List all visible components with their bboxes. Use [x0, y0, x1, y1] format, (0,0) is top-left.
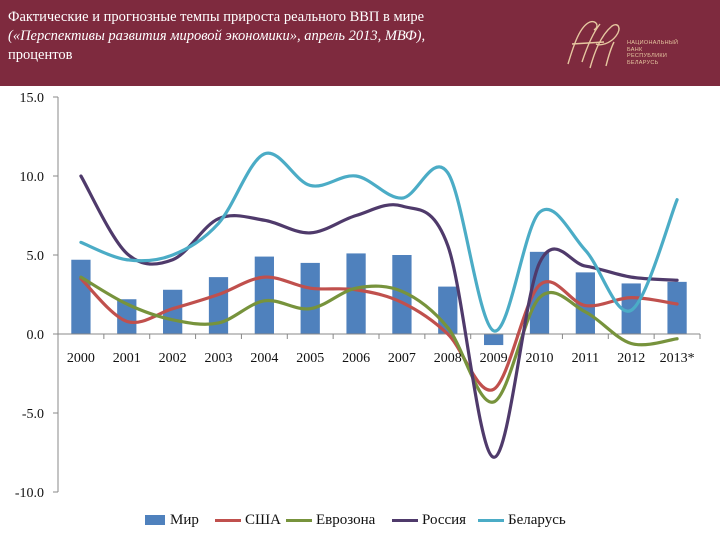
legend-swatch-eurozone	[286, 519, 312, 522]
legend-label-eurozone: Еврозона	[316, 512, 376, 528]
bar-mir	[254, 256, 274, 334]
title-line-1: Фактические и прогнозные темпы прироста …	[8, 9, 425, 25]
bar-mir	[346, 253, 366, 334]
chart-title: Фактические и прогнозные темпы прироста …	[8, 8, 548, 65]
y-tick-label: -5.0	[22, 407, 44, 422]
x-tick-label: 2009	[480, 351, 508, 366]
bar-mir	[117, 299, 137, 334]
line-russia	[79, 174, 679, 459]
y-tick-label: -10.0	[15, 486, 44, 501]
legend-swatch-belarus	[478, 519, 504, 522]
x-tick-label: 2002	[159, 351, 187, 366]
x-tick-label: 2005	[296, 351, 324, 366]
x-tick-label: 2001	[113, 351, 141, 366]
bar-mir	[575, 272, 595, 334]
x-tick-label: 2006	[342, 351, 370, 366]
bank-logo-icon: НБ	[567, 20, 620, 69]
bar-mir	[71, 259, 91, 334]
gdp-chart: -10.0 -5.0 0.0 5.0 10.0 15.0 2000 2001 2002 2003 2…	[15, 91, 701, 501]
line-usa	[79, 275, 679, 392]
title-line-2: («Перспективы развития мировой экономики…	[8, 28, 426, 44]
bar-mir	[667, 281, 687, 334]
logo-text: НАЦИОНАЛЬНЫЙ БАНК РЕСПУБЛИКИ БЕЛАРУСЬ	[627, 40, 679, 66]
y-tick-label: 15.0	[20, 91, 45, 106]
legend-label-belarus: Беларусь	[508, 512, 566, 528]
bar-mir	[484, 334, 504, 346]
x-tick-label: 2007	[388, 351, 416, 366]
legend: Мир США Еврозона Россия Беларусь	[0, 508, 720, 532]
header-banner: Фактические и прогнозные темпы прироста …	[0, 0, 720, 86]
x-tick-label: 2012	[617, 351, 645, 366]
x-tick-label: 2000	[67, 351, 95, 366]
line-eurozone	[79, 275, 679, 404]
legend-swatch-usa	[215, 519, 241, 522]
x-tick-label: 2010	[526, 351, 554, 366]
y-tick-label: 10.0	[20, 170, 45, 185]
line-belarus	[79, 151, 679, 333]
title-line-3: процентов	[8, 47, 73, 63]
bar-mir	[392, 255, 412, 334]
legend-label-usa: США	[245, 512, 281, 528]
bar-mir	[163, 289, 183, 334]
x-tick-label: 2013*	[660, 351, 695, 366]
y-tick-label: 0.0	[27, 328, 45, 343]
legend-label-russia: Россия	[422, 512, 467, 528]
legend-label-mir: Мир	[170, 512, 199, 528]
x-tick-label: 2008	[434, 351, 462, 366]
x-tick-label: 2003	[205, 351, 233, 366]
legend-swatch-russia	[392, 519, 418, 522]
y-tick-label: 5.0	[27, 249, 45, 264]
bar-mir	[300, 262, 320, 334]
legend-swatch-mir	[145, 515, 165, 525]
x-tick-label: 2004	[250, 351, 278, 366]
x-tick-label: 2011	[572, 351, 599, 366]
